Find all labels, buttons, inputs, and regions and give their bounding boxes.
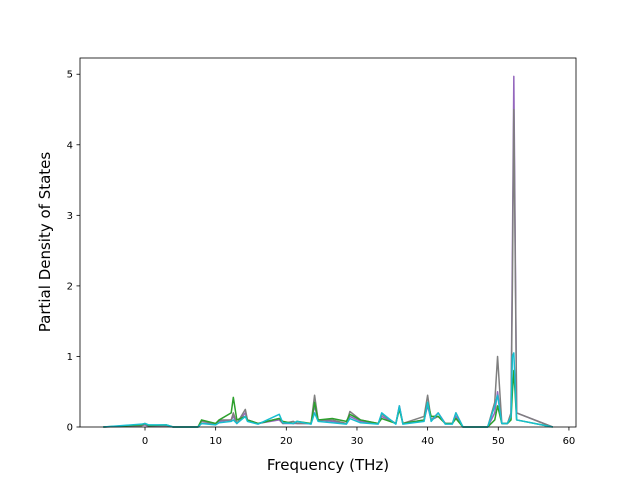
- x-tick-label: 0: [142, 436, 148, 447]
- axes-frame: [79, 57, 577, 428]
- y-tick-label: 1: [67, 352, 73, 363]
- y-axis-label: Partial Density of States: [36, 152, 54, 333]
- x-tick-label: 60: [563, 436, 576, 447]
- series-line: [103, 352, 553, 428]
- x-tick-label: 40: [421, 436, 434, 447]
- x-tick-label: 50: [492, 436, 505, 447]
- y-tick-label: 2: [67, 281, 73, 292]
- x-tick-label: 10: [209, 436, 222, 447]
- x-axis-label: Frequency (THz): [267, 456, 389, 474]
- y-tick-label: 4: [67, 140, 73, 151]
- y-tick-label: 3: [67, 211, 73, 222]
- y-tick-label: 5: [67, 70, 73, 81]
- y-tick-label: 0: [67, 423, 73, 434]
- plot-area: [103, 75, 553, 428]
- x-tick-label: 20: [280, 436, 293, 447]
- series-line: [103, 369, 553, 428]
- x-tick-label: 30: [351, 436, 364, 447]
